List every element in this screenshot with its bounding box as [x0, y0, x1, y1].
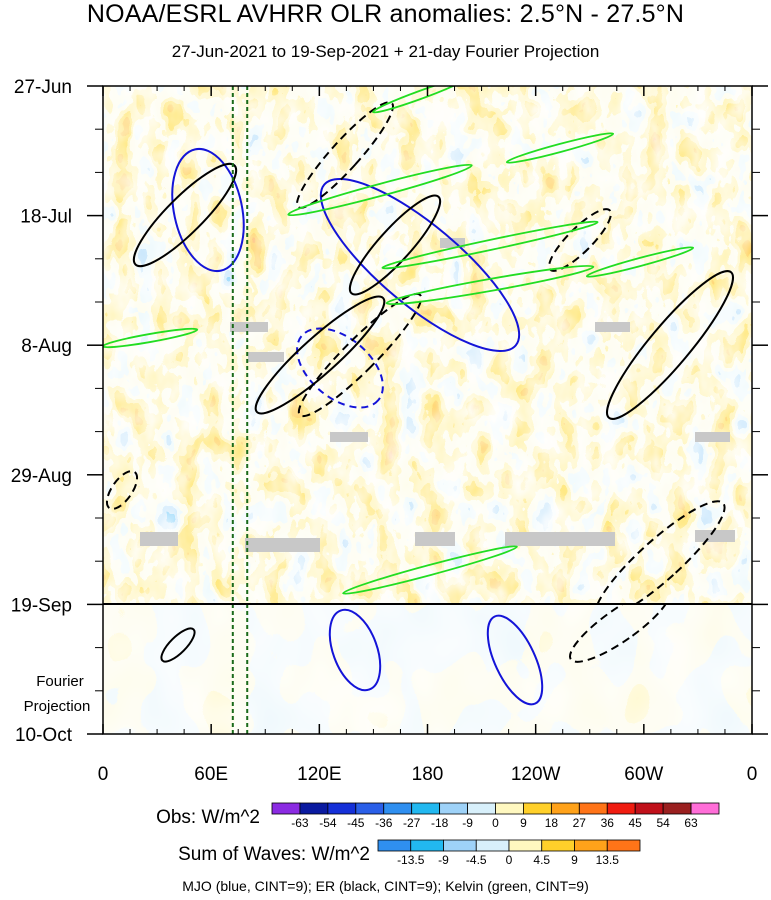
obs-colorbar-swatch-15 — [690, 802, 720, 815]
wave-legend-caption: MJO (blue, CINT=9); ER (black, CINT=9); … — [182, 878, 589, 894]
obs-colorbar-swatch-6 — [439, 802, 468, 815]
obs-colorbar-swatch-2 — [327, 802, 357, 815]
chart-subtitle: 27-Jun-2021 to 19-Sep-2021 + 21-day Four… — [171, 42, 600, 61]
reference-lines — [231, 86, 249, 734]
obs-colorbar-swatch-4 — [383, 802, 413, 815]
obs-colorbar-label-12: 45 — [629, 816, 643, 830]
waves-colorbar-label-3: 0 — [506, 853, 513, 867]
x-tick-label-6: 0 — [747, 764, 758, 785]
obs-colorbar-label-11: 36 — [601, 816, 615, 830]
y-axis: 27-Jun 18-Jul 8-Aug 29-Aug 19-Sep 10-Oct — [11, 77, 768, 746]
obs-colorbar-label-13: 54 — [656, 816, 670, 830]
y-tick-label-4: 19-Sep — [11, 595, 72, 616]
kelvin-contours — [103, 86, 695, 595]
waves-colorbar-swatch-3 — [475, 839, 510, 852]
y-tick-label-3: 29-Aug — [11, 466, 72, 487]
y-tick-label-2: 8-Aug — [21, 336, 72, 357]
waves-colorbar-swatch-4 — [508, 839, 543, 852]
waves-colorbar-swatch-6 — [574, 839, 608, 852]
obs-colorbar-swatch-12 — [606, 802, 636, 815]
waves-colorbar-swatch-1 — [410, 839, 444, 852]
projection-contours — [160, 604, 671, 706]
obs-colorbar-label-5: -18 — [431, 816, 449, 830]
waves-colorbar-swatch-0 — [377, 839, 412, 852]
obs-colorbar-swatch-11 — [578, 802, 608, 815]
obs-colorbar-swatch-5 — [411, 802, 441, 815]
waves-colorbar-label-6: 13.5 — [596, 853, 620, 867]
x-tick-label-3: 180 — [412, 764, 444, 785]
obs-colorbar-swatch-10 — [550, 802, 580, 815]
x-tick-label-5: 60W — [624, 764, 663, 785]
y-tick-label-0: 27-Jun — [14, 77, 72, 98]
obs-colorbar-label-0: -63 — [291, 816, 309, 830]
waves-colorbar-swatch-2 — [443, 839, 477, 852]
waves-colorbar-swatch-7 — [606, 839, 641, 852]
x-tick-label-4: 120W — [511, 764, 561, 785]
waves-colorbar-title: Sum of Waves: W/m^2 — [178, 844, 370, 865]
chart-title: NOAA/ESRL AVHRR OLR anomalies: 2.5°N - 2… — [86, 0, 685, 28]
waves-colorbar-label-2: -4.5 — [466, 853, 487, 867]
waves-colorbar-label-1: -9 — [438, 853, 449, 867]
obs-colorbar-label-2: -45 — [347, 816, 365, 830]
obs-colorbar-swatch-1 — [299, 802, 329, 815]
obs-colorbar-swatch-8 — [495, 802, 524, 815]
obs-colorbar-swatch-0 — [271, 802, 301, 815]
obs-colorbar-label-6: -9 — [462, 816, 473, 830]
obs-colorbar-swatch-9 — [523, 802, 552, 815]
obs-colorbar-label-14: 63 — [684, 816, 698, 830]
wave-contours — [103, 86, 734, 604]
obs-colorbar-swatch-7 — [467, 802, 496, 815]
missing-data-patches — [140, 238, 735, 552]
x-axis: 0 60E 120E 180 120W 60W 0 — [98, 86, 758, 785]
obs-colorbar-label-8: 9 — [520, 816, 527, 830]
obs-colorbar-swatch-14 — [662, 802, 692, 815]
obs-colorbar-label-10: 27 — [573, 816, 587, 830]
obs-colorbar: -63 -54 -45 -36 -27 -18 -9 0 9 18 27 36 45 54 63 — [271, 802, 720, 830]
waves-colorbar-label-5: 9 — [571, 853, 578, 867]
x-tick-label-1: 60E — [194, 764, 228, 785]
mjo-contours — [171, 147, 521, 409]
obs-colorbar-label-9: 18 — [545, 816, 559, 830]
obs-colorbar-swatch-13 — [634, 802, 664, 815]
obs-colorbar-label-4: -27 — [403, 816, 421, 830]
waves-colorbar-label-4: 4.5 — [533, 853, 550, 867]
obs-colorbar-label-3: -36 — [375, 816, 393, 830]
obs-colorbar-swatch-3 — [355, 802, 385, 815]
waves-colorbar: -13.5 -9 -4.5 0 4.5 9 13.5 — [377, 839, 641, 867]
y-tick-label-5: 10-Oct — [15, 725, 73, 746]
obs-colorbar-label-7: 0 — [492, 816, 499, 830]
waves-colorbar-swatch-5 — [541, 839, 575, 852]
projection-label-line2: Projection — [24, 698, 91, 715]
x-tick-label-2: 120E — [297, 764, 341, 785]
waves-colorbar-label-0: -13.5 — [397, 853, 425, 867]
y-tick-label-1: 18-Jul — [20, 207, 72, 228]
obs-colorbar-label-1: -54 — [319, 816, 337, 830]
obs-colorbar-title: Obs: W/m^2 — [156, 807, 260, 828]
x-tick-label-0: 0 — [98, 764, 109, 785]
projection-label-line1: Fourier — [36, 673, 84, 690]
